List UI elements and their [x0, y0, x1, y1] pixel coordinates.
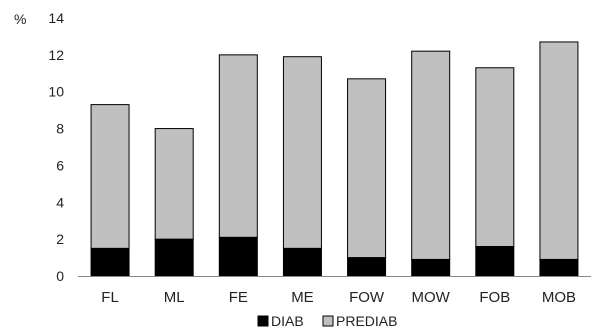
- bar-prediab-fe: [218, 54, 258, 238]
- legend-swatch-diab: [257, 315, 269, 327]
- x-tick-label: FOW: [349, 289, 385, 306]
- y-tick-label: 0: [56, 268, 64, 284]
- x-tick-label: MOW: [412, 289, 451, 306]
- y-axis-ticks: 0 2 4 6 8 10 12 14: [48, 10, 64, 284]
- x-tick-label: FOB: [479, 289, 510, 306]
- legend-label-diab: DIAB: [271, 313, 304, 329]
- bar-diab-fow: [347, 257, 387, 277]
- x-tick-label: FE: [229, 289, 248, 306]
- x-tick-label: MOB: [542, 289, 576, 306]
- x-axis-labels: FL ML FE ME FOW MOW FOB MOB: [101, 289, 576, 306]
- y-tick-label: 4: [56, 194, 64, 210]
- y-tick-label: 12: [48, 47, 64, 63]
- y-tick-label: 8: [56, 121, 64, 137]
- bar-prediab-ml: [154, 128, 194, 240]
- bar-prediab-fl: [90, 104, 130, 249]
- x-tick-label: FL: [101, 289, 119, 306]
- bar-prediab-fob: [475, 67, 515, 248]
- y-tick-label: 10: [48, 84, 64, 100]
- bars: [90, 41, 579, 277]
- x-tick-label: ML: [164, 289, 185, 306]
- bar-prediab-me: [282, 56, 322, 249]
- legend: DIAB PREDIAB: [257, 313, 397, 329]
- bar-diab-fe: [218, 236, 258, 277]
- bar-diab-mow: [411, 258, 451, 277]
- y-tick-label: 6: [56, 157, 64, 173]
- y-tick-label: 14: [48, 10, 64, 26]
- bar-diab-fl: [90, 247, 130, 277]
- legend-swatch-prediab: [322, 315, 334, 327]
- bar-diab-ml: [154, 238, 194, 277]
- bar-diab-fob: [475, 246, 515, 277]
- bar-prediab-fow: [347, 78, 387, 259]
- bar-diab-mob: [539, 258, 579, 277]
- x-tick-label: ME: [291, 289, 314, 306]
- bar-prediab-mob: [539, 41, 579, 260]
- bar-diab-me: [282, 247, 322, 277]
- y-axis-label: %: [14, 11, 26, 27]
- legend-label-prediab: PREDIAB: [336, 313, 397, 329]
- y-tick-label: 2: [56, 231, 64, 247]
- bar-prediab-mow: [411, 50, 451, 260]
